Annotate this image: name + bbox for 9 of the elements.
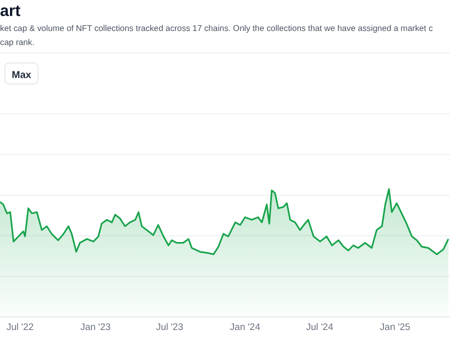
x-tick-label: Jul '22 — [6, 322, 34, 333]
chart-subtitle: ket cap & volume of NFT collections tracked across 17 chains. Only the collections that we have assigned a market c cap rank. — [0, 23, 433, 47]
range-button: Max — [4, 62, 38, 84]
x-tick-label: Jan '24 — [230, 322, 260, 333]
x-tick-label: Jul '23 — [156, 322, 184, 333]
x-tick-label: Jan '25 — [380, 322, 410, 333]
x-tick-label: Jul '24 — [306, 322, 334, 333]
chart-title: art — [0, 3, 22, 20]
x-tick-label: Jan '23 — [80, 322, 111, 333]
